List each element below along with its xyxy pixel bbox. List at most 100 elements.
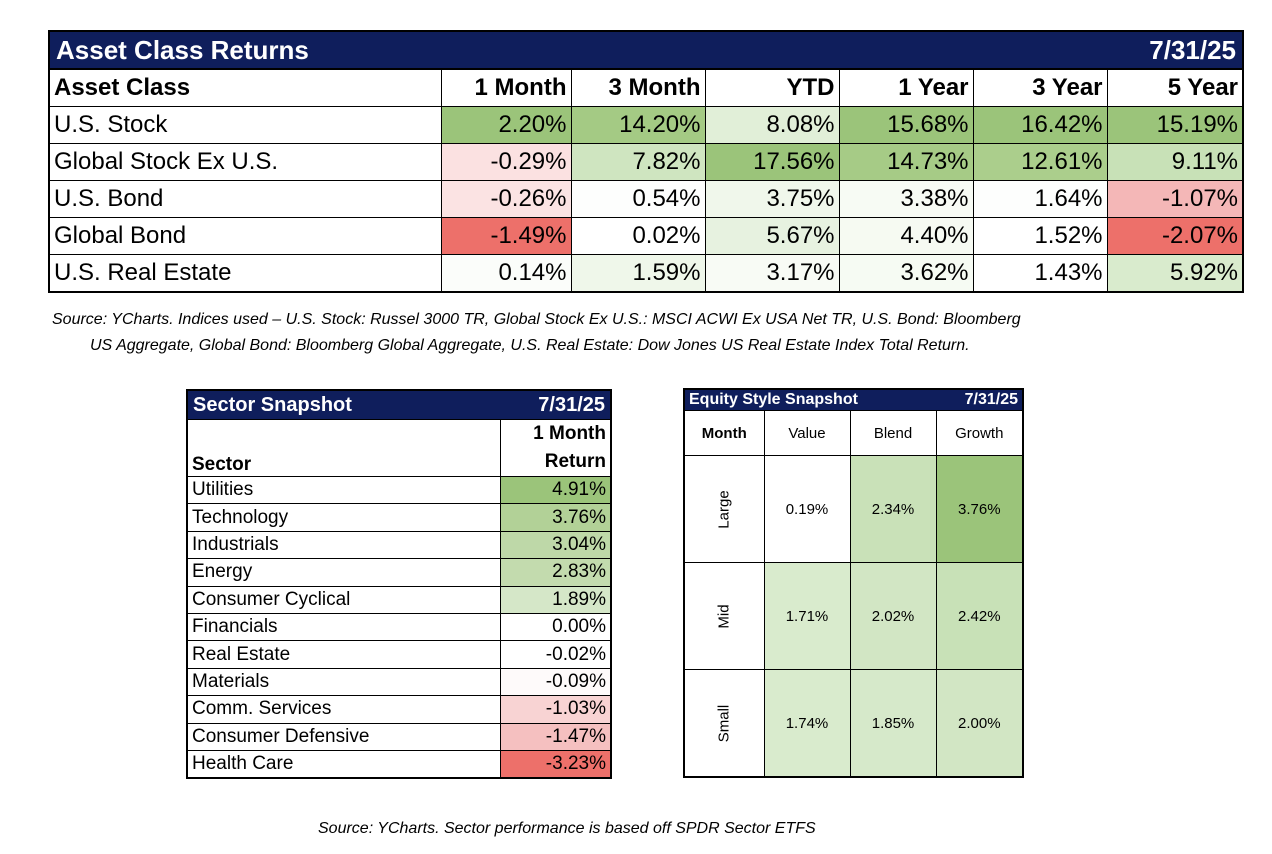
asset-return-cell: -0.29% xyxy=(441,143,572,181)
sector-return-cell: 3.76% xyxy=(499,503,611,532)
style-row-label: Large xyxy=(715,489,733,529)
style-header-blend: Blend xyxy=(849,410,937,456)
header-asset-class: Asset Class xyxy=(49,69,442,107)
sector-table-header-row: Sector 1 Month Return xyxy=(187,419,611,477)
sector-name: Health Care xyxy=(187,749,500,779)
style-row-label: Mid xyxy=(715,603,733,629)
asset-return-cell: 8.08% xyxy=(705,106,840,144)
sector-row: Energy 2.83% xyxy=(187,558,611,587)
sector-return-cell: 0.00% xyxy=(499,612,611,641)
sector-row: Industrials 3.04% xyxy=(187,530,611,559)
asset-return-cell: 9.11% xyxy=(1107,143,1244,181)
sector-return-cell: -1.03% xyxy=(499,695,611,724)
asset-row: U.S. Real Estate 0.14% 1.59% 3.17% 3.62% 1.43… xyxy=(49,254,1244,292)
asset-return-cell: 1.52% xyxy=(973,217,1108,255)
sector-name: Utilities xyxy=(187,475,500,504)
asset-return-cell: 1.64% xyxy=(973,180,1108,218)
asset-return-cell: 17.56% xyxy=(705,143,840,181)
sector-name: Materials xyxy=(187,667,500,696)
asset-return-cell: -0.26% xyxy=(441,180,572,218)
style-return-cell: 1.74% xyxy=(763,669,850,777)
asset-return-cell: 3.38% xyxy=(839,180,974,218)
asset-class-name: U.S. Stock xyxy=(49,106,442,144)
asset-return-cell: 5.92% xyxy=(1107,254,1244,292)
sector-table-title-row: Sector Snapshot 7/31/25 xyxy=(187,390,611,420)
asset-class-name: Global Bond xyxy=(49,217,442,255)
asset-class-name: U.S. Bond xyxy=(49,180,442,218)
sector-return-cell: 4.91% xyxy=(499,475,611,504)
sector-return-cell: -0.09% xyxy=(499,667,611,696)
asset-row: U.S. Stock 2.20% 14.20% 8.08% 15.68% 16.42% 15… xyxy=(49,106,1244,144)
style-header-growth: Growth xyxy=(935,410,1024,456)
equity-style-snapshot-table: Equity Style Snapshot 7/31/25 Month Valu… xyxy=(683,388,1025,778)
header-1-month: 1 Month xyxy=(441,69,572,107)
style-return-cell: 3.76% xyxy=(935,455,1024,563)
sector-name: Comm. Services xyxy=(187,695,500,724)
style-row: Small 1.74% 1.85% 2.00% xyxy=(684,669,1024,777)
asset-class-name: U.S. Real Estate xyxy=(49,254,442,292)
style-return-cell: 2.34% xyxy=(849,455,937,563)
asset-class-name: Global Stock Ex U.S. xyxy=(49,143,442,181)
style-return-cell: 2.42% xyxy=(935,562,1024,670)
asset-row: Global Bond -1.49% 0.02% 5.67% 4.40% 1.52% -2.… xyxy=(49,217,1244,255)
asset-return-cell: 1.59% xyxy=(571,254,706,292)
style-table-title-row: Equity Style Snapshot 7/31/25 xyxy=(684,389,1024,411)
asset-table-title: Asset Class Returns xyxy=(49,31,840,70)
sector-name: Technology xyxy=(187,503,500,532)
sector-row: Technology 3.76% xyxy=(187,503,611,532)
sector-table-date: 7/31/25 xyxy=(500,390,611,420)
style-row: Mid 1.71% 2.02% 2.42% xyxy=(684,562,1024,670)
asset-return-cell: 7.82% xyxy=(571,143,706,181)
sector-row: Utilities 4.91% xyxy=(187,475,611,504)
sector-return-cell: -3.23% xyxy=(499,749,611,779)
style-return-cell: 1.71% xyxy=(763,562,850,670)
style-return-cell: 2.02% xyxy=(849,562,937,670)
style-return-cell: 0.19% xyxy=(763,455,850,563)
sector-source-note: Source: YCharts. Sector performance is b… xyxy=(318,820,816,837)
style-row: Large 0.19% 2.34% 3.76% xyxy=(684,455,1024,563)
style-table-date: 7/31/25 xyxy=(936,389,1024,411)
asset-table-date: 7/31/25 xyxy=(839,31,1244,70)
asset-row: Global Stock Ex U.S. -0.29% 7.82% 17.56% 14.… xyxy=(49,143,1244,181)
asset-return-cell: 3.17% xyxy=(705,254,840,292)
sector-row: Health Care -3.23% xyxy=(187,749,611,779)
sector-val-header-line-2: Return xyxy=(544,451,606,472)
sector-table-title: Sector Snapshot xyxy=(187,390,500,420)
asset-return-cell: 4.40% xyxy=(839,217,974,255)
sector-return-cell: 2.83% xyxy=(499,558,611,587)
asset-return-cell: 15.68% xyxy=(839,106,974,144)
sector-name: Real Estate xyxy=(187,640,500,669)
header-3-month: 3 Month xyxy=(571,69,706,107)
sector-return-cell: -0.02% xyxy=(499,640,611,669)
header-5-year: 5 Year xyxy=(1107,69,1244,107)
asset-return-cell: 0.54% xyxy=(571,180,706,218)
style-row-label-cell: Small xyxy=(684,669,764,777)
style-row-label: Small xyxy=(715,704,733,742)
asset-return-cell: 2.20% xyxy=(441,106,572,144)
style-row-label-cell: Mid xyxy=(684,562,764,670)
asset-source-note-line-1: Source: YCharts. Indices used – U.S. Sto… xyxy=(52,311,1021,328)
asset-source-note-line-2: US Aggregate, Global Bond: Bloomberg Glo… xyxy=(90,337,970,354)
style-header-value: Value xyxy=(763,410,850,456)
sector-val-header: 1 Month Return xyxy=(499,419,611,477)
asset-return-cell: -1.07% xyxy=(1107,180,1244,218)
sector-val-header-line-1: 1 Month xyxy=(533,423,606,444)
sector-name: Consumer Defensive xyxy=(187,722,500,751)
sector-name: Consumer Cyclical xyxy=(187,585,500,614)
asset-table-title-row: Asset Class Returns 7/31/25 xyxy=(49,31,1244,70)
style-table-title: Equity Style Snapshot xyxy=(684,389,937,411)
asset-class-returns-table: Asset Class Returns 7/31/25 Asset Class … xyxy=(48,30,1245,293)
sector-row: Consumer Cyclical 1.89% xyxy=(187,585,611,614)
sector-row: Real Estate -0.02% xyxy=(187,640,611,669)
header-3-year: 3 Year xyxy=(973,69,1108,107)
asset-return-cell: 16.42% xyxy=(973,106,1108,144)
sector-row: Materials -0.09% xyxy=(187,667,611,696)
sector-row: Comm. Services -1.03% xyxy=(187,695,611,724)
style-table-header-row: Month Value Blend Growth xyxy=(684,410,1024,456)
asset-return-cell: 3.62% xyxy=(839,254,974,292)
asset-return-cell: 15.19% xyxy=(1107,106,1244,144)
asset-return-cell: 12.61% xyxy=(973,143,1108,181)
asset-return-cell: 0.02% xyxy=(571,217,706,255)
asset-return-cell: 14.20% xyxy=(571,106,706,144)
sector-return-cell: -1.47% xyxy=(499,722,611,751)
